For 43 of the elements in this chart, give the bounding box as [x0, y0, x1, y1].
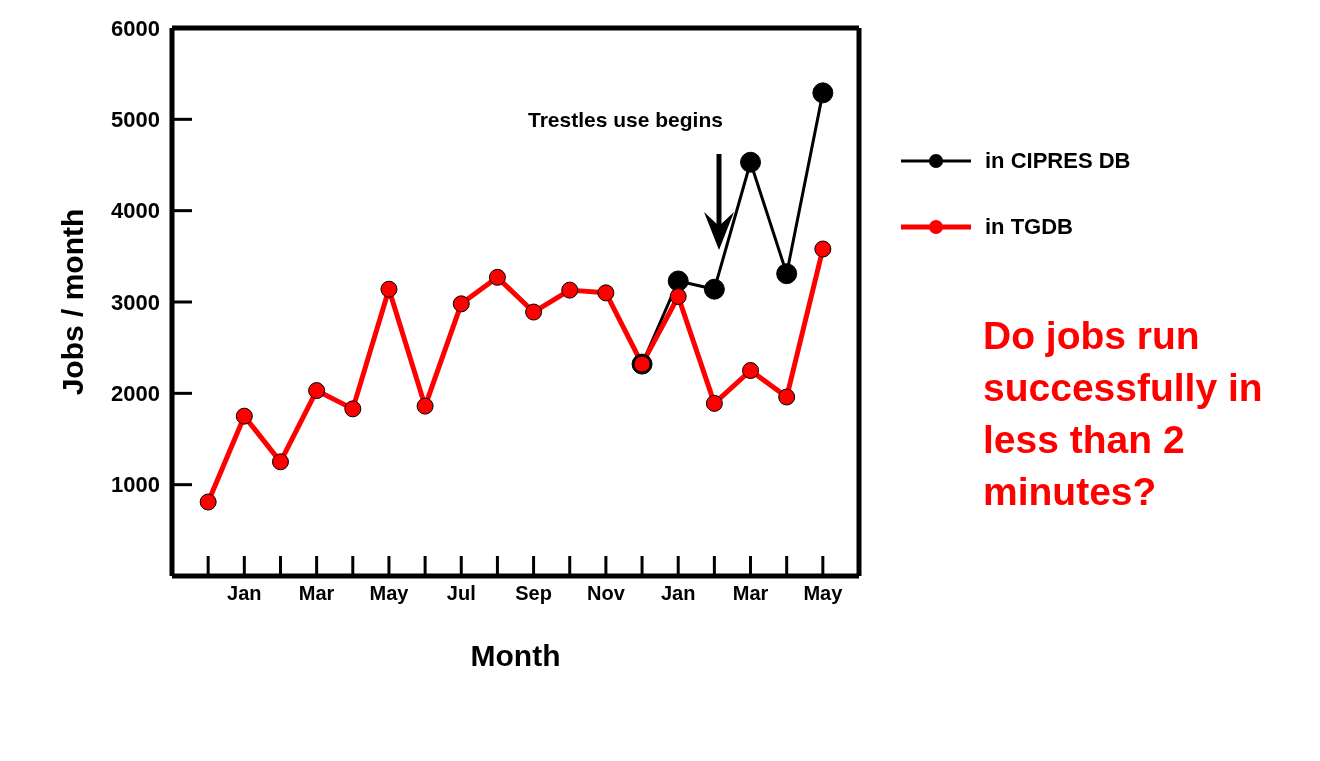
point: [703, 278, 725, 300]
x-tick-label: May: [369, 582, 410, 605]
point: [812, 82, 834, 104]
x-tick-label: Nov: [587, 582, 626, 605]
point: [488, 268, 506, 286]
point: [525, 303, 543, 321]
x-tick-label: Jan: [227, 582, 262, 605]
x-axis-title: Month: [470, 639, 561, 672]
point: [776, 263, 798, 285]
y-tick-label: 2000: [111, 381, 160, 407]
y-tick-label: 6000: [111, 15, 160, 41]
point: [561, 281, 579, 299]
y-tick-label: 4000: [111, 198, 160, 224]
legend-label: in CIPRES DB: [985, 148, 1131, 174]
point: [778, 388, 796, 406]
point: [814, 240, 832, 258]
point: [452, 295, 470, 313]
y-tick-label: 3000: [111, 289, 160, 315]
x-tick-label: May: [803, 582, 844, 605]
y-tick-label: 5000: [111, 107, 160, 133]
legend-label: in TGDB: [985, 214, 1073, 240]
x-tick-label: Jul: [446, 582, 476, 605]
point: [308, 382, 326, 400]
x-tick-label: Jan: [660, 582, 696, 605]
point: [667, 270, 689, 292]
text: Do jobs run successfully in less than 2 minutes?: [983, 313, 1264, 515]
y-axis-title: Jobs / month: [55, 208, 89, 396]
point: [705, 394, 723, 412]
point: [271, 453, 289, 471]
point: [199, 493, 217, 511]
point: [235, 407, 253, 425]
x-tick-label: Sep: [515, 582, 552, 605]
point: [669, 288, 687, 306]
y-tick-label: 1000: [111, 472, 160, 498]
annotation: Trestles use begins: [528, 108, 723, 132]
point: [380, 280, 398, 298]
point: [597, 284, 615, 302]
x-tick-label: Mar: [298, 582, 335, 605]
point: [416, 397, 434, 415]
point: [344, 400, 362, 418]
x-tick-label: Mar: [732, 582, 769, 605]
point: [740, 151, 762, 173]
point: [742, 362, 760, 379]
